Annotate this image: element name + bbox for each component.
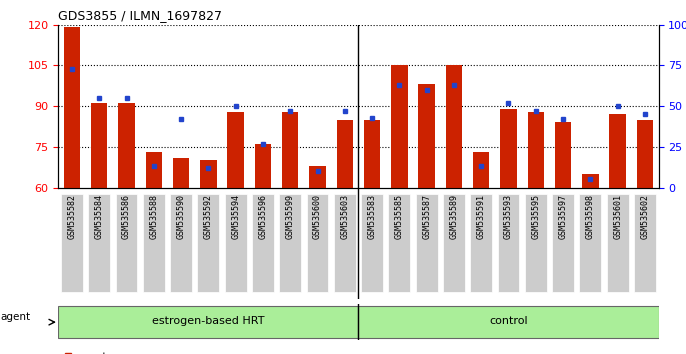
FancyBboxPatch shape: [58, 306, 358, 338]
FancyBboxPatch shape: [88, 194, 110, 292]
Bar: [200, 160, 217, 188]
Bar: [228, 112, 244, 188]
Text: GSM535592: GSM535592: [204, 194, 213, 239]
Bar: [446, 65, 462, 188]
Bar: [473, 152, 489, 188]
Bar: [528, 112, 544, 188]
FancyBboxPatch shape: [252, 194, 274, 292]
Text: GSM535582: GSM535582: [67, 194, 76, 239]
Bar: [64, 28, 80, 188]
FancyBboxPatch shape: [471, 194, 492, 292]
Text: control: control: [489, 316, 528, 326]
Text: GSM535601: GSM535601: [613, 194, 622, 239]
Text: GSM535593: GSM535593: [504, 194, 513, 239]
Text: GSM535586: GSM535586: [122, 194, 131, 239]
Text: GSM535600: GSM535600: [313, 194, 322, 239]
FancyBboxPatch shape: [606, 194, 628, 292]
Legend: count, percentile rank within the sample: count, percentile rank within the sample: [64, 352, 253, 354]
Bar: [500, 109, 517, 188]
FancyBboxPatch shape: [307, 194, 329, 292]
Bar: [91, 103, 108, 188]
FancyBboxPatch shape: [525, 194, 547, 292]
Bar: [282, 112, 298, 188]
FancyBboxPatch shape: [361, 194, 383, 292]
Bar: [255, 144, 271, 188]
Text: GSM535591: GSM535591: [477, 194, 486, 239]
Text: GSM535589: GSM535589: [449, 194, 458, 239]
Bar: [119, 103, 134, 188]
Text: GSM535584: GSM535584: [95, 194, 104, 239]
Bar: [391, 65, 407, 188]
FancyBboxPatch shape: [116, 194, 137, 292]
Text: GSM535594: GSM535594: [231, 194, 240, 239]
Text: GSM535599: GSM535599: [286, 194, 295, 239]
Bar: [173, 158, 189, 188]
FancyBboxPatch shape: [443, 194, 465, 292]
Text: agent: agent: [1, 312, 31, 322]
Bar: [637, 120, 653, 188]
Text: GSM535587: GSM535587: [422, 194, 431, 239]
FancyBboxPatch shape: [334, 194, 356, 292]
Text: estrogen-based HRT: estrogen-based HRT: [152, 316, 265, 326]
Text: GSM535583: GSM535583: [368, 194, 377, 239]
FancyBboxPatch shape: [634, 194, 656, 292]
Text: GSM535590: GSM535590: [176, 194, 186, 239]
FancyBboxPatch shape: [416, 194, 438, 292]
Text: GSM535597: GSM535597: [558, 194, 567, 239]
Text: GDS3855 / ILMN_1697827: GDS3855 / ILMN_1697827: [58, 9, 222, 22]
Bar: [309, 166, 326, 188]
Text: GSM535603: GSM535603: [340, 194, 349, 239]
FancyBboxPatch shape: [225, 194, 246, 292]
FancyBboxPatch shape: [388, 194, 410, 292]
Text: GSM535596: GSM535596: [259, 194, 268, 239]
Text: GSM535588: GSM535588: [150, 194, 158, 239]
Bar: [364, 120, 380, 188]
FancyBboxPatch shape: [279, 194, 301, 292]
FancyBboxPatch shape: [170, 194, 192, 292]
Bar: [145, 152, 162, 188]
Text: GSM535602: GSM535602: [641, 194, 650, 239]
Text: GSM535595: GSM535595: [531, 194, 541, 239]
Bar: [582, 174, 598, 188]
Bar: [418, 85, 435, 188]
Text: GSM535585: GSM535585: [395, 194, 404, 239]
FancyBboxPatch shape: [61, 194, 83, 292]
FancyBboxPatch shape: [497, 194, 519, 292]
FancyBboxPatch shape: [198, 194, 220, 292]
Bar: [555, 122, 571, 188]
Bar: [609, 114, 626, 188]
FancyBboxPatch shape: [358, 306, 659, 338]
FancyBboxPatch shape: [143, 194, 165, 292]
FancyBboxPatch shape: [552, 194, 574, 292]
FancyBboxPatch shape: [580, 194, 601, 292]
Text: GSM535598: GSM535598: [586, 194, 595, 239]
Bar: [337, 120, 353, 188]
